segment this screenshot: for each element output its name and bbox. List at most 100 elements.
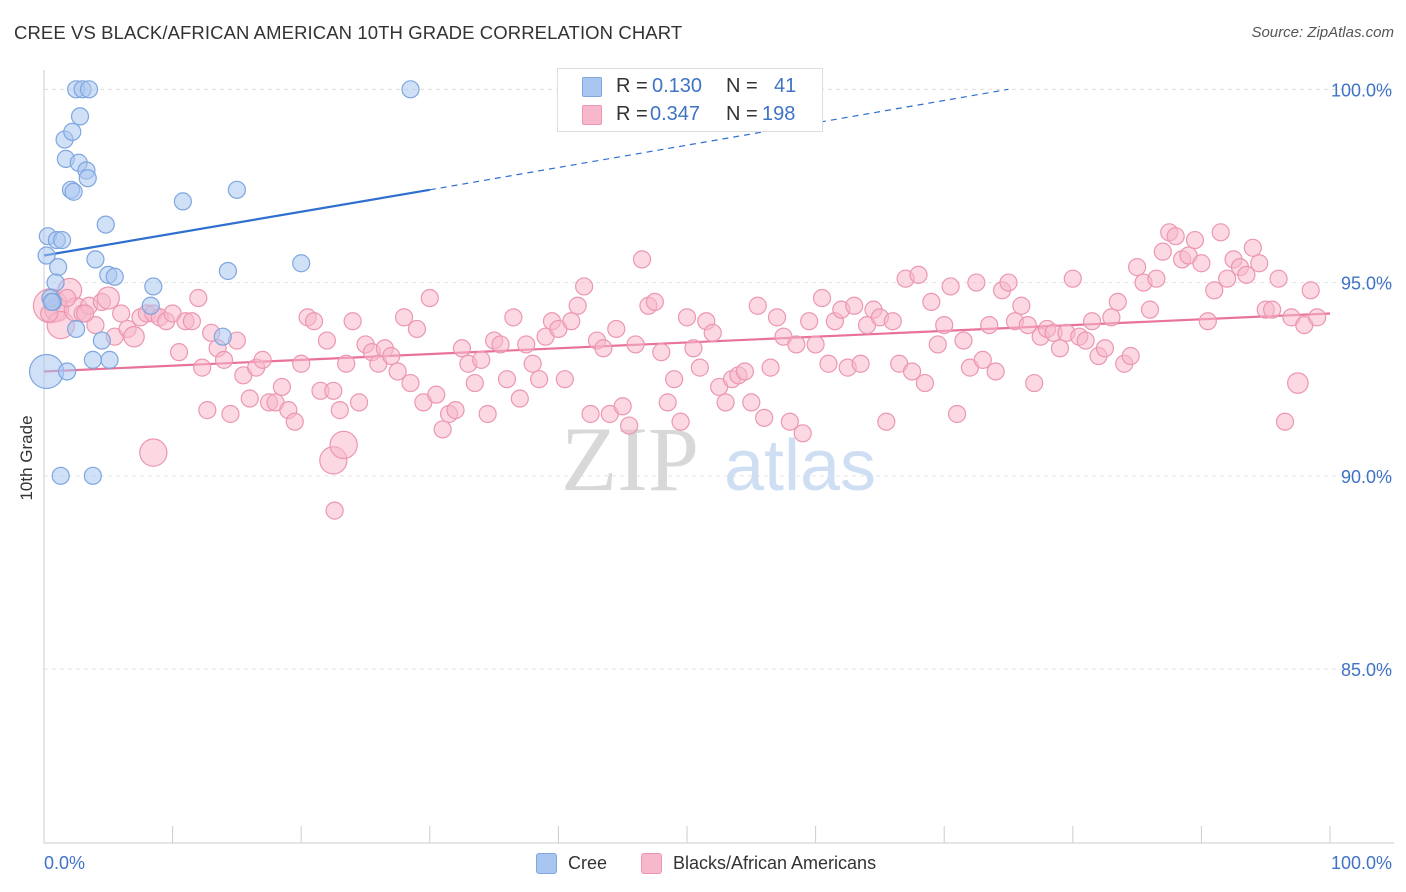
data-point-black (626, 335, 645, 354)
legend-r-value: 0.347 (650, 103, 701, 125)
data-point-cree (86, 250, 105, 269)
data-point-black (690, 358, 709, 377)
data-point-black (761, 358, 780, 377)
data-point-cree (52, 230, 72, 250)
data-point-black (343, 312, 362, 331)
legend-n-value: 198 (762, 103, 796, 125)
data-point-black (806, 335, 825, 354)
data-point-black (594, 339, 613, 358)
data-point-black (1012, 296, 1031, 315)
data-point-black (1287, 372, 1309, 394)
data-point-cree (63, 122, 82, 141)
data-point-black (684, 339, 703, 358)
data-point-cree (218, 261, 237, 281)
data-point-cree (401, 80, 420, 99)
data-point-cree (78, 169, 97, 188)
legend-row-black: R = 0.347 N = 198 (558, 101, 822, 129)
data-point-cree (37, 246, 56, 265)
data-point-black (665, 370, 684, 389)
data-point-black (575, 277, 594, 296)
bottom-legend-swatch-black (641, 853, 662, 874)
data-point-black (1166, 227, 1185, 246)
data-point-black (613, 397, 632, 416)
data-point-black (787, 335, 806, 354)
data-point-black (478, 404, 497, 424)
data-point-black (497, 370, 517, 389)
data-point-cree (51, 466, 70, 485)
data-point-cree (70, 107, 90, 126)
data-point-cree (173, 192, 192, 211)
data-point-black (446, 401, 465, 420)
data-point-black (292, 354, 311, 373)
data-point-black (1108, 292, 1127, 311)
data-point-black (189, 288, 208, 308)
data-point-black (472, 350, 491, 369)
data-point-black (748, 296, 767, 315)
data-point-black (420, 288, 439, 308)
data-point-black (1263, 300, 1282, 319)
data-point-black (1269, 269, 1288, 288)
data-point-black (221, 404, 240, 424)
data-point-black (671, 412, 690, 431)
series-cree (28, 80, 420, 485)
data-point-black (677, 308, 697, 327)
data-point-black (935, 315, 954, 335)
data-point-black (1237, 265, 1256, 284)
data-point-black (349, 393, 369, 412)
watermark: ZIP atlas (561, 408, 876, 510)
data-point-black (452, 339, 472, 358)
data-point-black (382, 346, 401, 366)
legend-r-label: R = (616, 75, 648, 97)
data-point-black (645, 292, 664, 311)
data-point-black (1153, 242, 1172, 261)
data-point-black (253, 350, 272, 369)
series-black-african-american (32, 223, 1327, 520)
data-point-black (954, 331, 973, 350)
data-point-black (76, 304, 95, 323)
data-point-black (214, 350, 234, 369)
data-point-black (755, 408, 774, 427)
data-point-black (973, 350, 992, 369)
data-point-black (980, 315, 999, 335)
y-tick-label: 100.0% (1331, 80, 1392, 100)
data-point-black (562, 312, 581, 331)
legend-n-label: N = (726, 103, 758, 125)
data-point-black (658, 393, 677, 412)
data-point-black (1147, 269, 1166, 288)
data-point-black (941, 277, 960, 296)
data-point-cree (42, 292, 61, 311)
stats-legend: R = 0.130 N = 41 R = 0.347 N = 198 (557, 68, 823, 132)
data-point-cree (92, 331, 111, 350)
data-point-black (1095, 339, 1115, 358)
data-point-black (504, 308, 523, 327)
data-point-black (1250, 254, 1269, 273)
data-point-black (1140, 300, 1160, 319)
data-point-black (123, 325, 145, 348)
data-point-black (1301, 281, 1320, 300)
data-point-black (1218, 269, 1237, 288)
data-point-black (1063, 269, 1082, 288)
data-point-black (902, 362, 922, 381)
data-point-black (198, 401, 217, 420)
data-point-cree (141, 296, 160, 315)
data-point-black (819, 354, 838, 373)
x-tick-label: 0.0% (44, 853, 85, 873)
data-point-black (337, 354, 356, 373)
data-point-black (285, 412, 304, 431)
data-point-cree (83, 466, 102, 485)
data-point-black (317, 331, 337, 350)
legend-r-label: R = (616, 103, 648, 125)
data-point-black (915, 373, 935, 393)
data-point-black (767, 308, 787, 327)
data-point-cree (213, 327, 232, 346)
y-tick-label: 85.0% (1341, 660, 1392, 680)
data-point-black (555, 370, 574, 389)
data-point-cree (96, 215, 115, 234)
legend-r-value: 0.130 (652, 75, 703, 97)
data-point-black (182, 312, 201, 331)
data-point-black (240, 389, 259, 408)
data-point-black (112, 304, 131, 323)
data-point-black (845, 296, 864, 315)
data-point-black (407, 319, 427, 339)
data-point-black (96, 286, 120, 310)
